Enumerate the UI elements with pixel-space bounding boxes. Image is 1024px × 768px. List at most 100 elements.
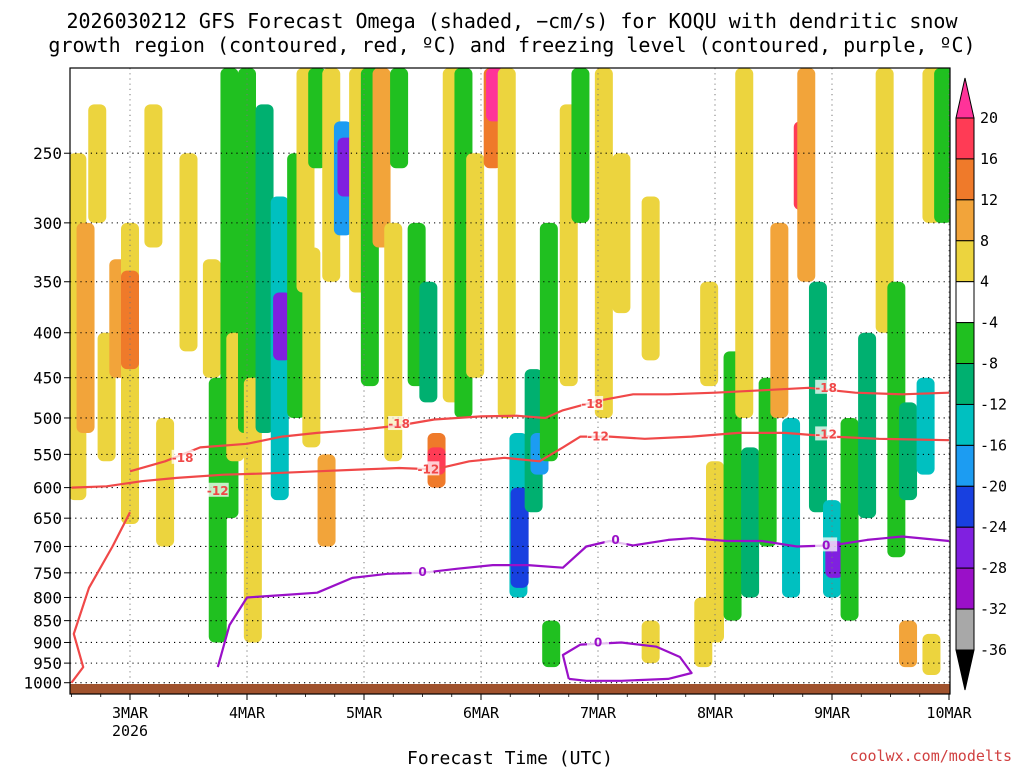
colorbar-swatch bbox=[955, 158, 975, 201]
contour-label: 0 bbox=[594, 635, 602, 649]
contour-label: 0 bbox=[418, 565, 426, 579]
omega-cell bbox=[612, 153, 631, 314]
omega-cell bbox=[88, 104, 107, 223]
colorbar-swatch bbox=[955, 117, 975, 160]
contour-label-bg bbox=[171, 449, 194, 464]
contour-label: 0 bbox=[611, 533, 619, 547]
omega-cell bbox=[273, 292, 292, 361]
colorbar-swatch bbox=[955, 567, 975, 610]
omega-cell bbox=[510, 487, 529, 588]
colorbar-top-arrow bbox=[955, 77, 975, 119]
y-tick-label: 600 bbox=[33, 479, 62, 498]
omega-cell bbox=[202, 259, 221, 378]
contour-label-bg bbox=[581, 395, 604, 410]
colorbar-swatch bbox=[955, 444, 975, 487]
omega-cell bbox=[723, 351, 742, 621]
omega-cell bbox=[76, 222, 95, 433]
contour-line bbox=[71, 431, 950, 489]
omega-cell bbox=[308, 68, 327, 169]
contour-label-bg bbox=[417, 461, 440, 476]
omega-cell bbox=[641, 196, 660, 361]
omega-cell bbox=[808, 281, 827, 513]
contour-label: -18 bbox=[388, 417, 410, 431]
terrain-bar bbox=[70, 684, 950, 694]
y-tick-label: 750 bbox=[33, 564, 62, 583]
omega-cell bbox=[694, 597, 713, 668]
colorbar-swatch bbox=[955, 608, 975, 651]
contour-label-bg bbox=[815, 379, 838, 394]
omega-cell bbox=[741, 447, 760, 598]
colorbar-label: 4 bbox=[980, 273, 989, 291]
temperature-contours: -18 -18 -18 -18 -12 -12 -12 -12 0 0 0 0 bbox=[70, 379, 950, 694]
colorbar-swatch bbox=[955, 526, 975, 569]
y-tick-label: 550 bbox=[33, 445, 62, 464]
omega-cell bbox=[735, 68, 754, 418]
colorbar-label: -16 bbox=[980, 436, 1007, 454]
contour-label-bg bbox=[411, 563, 434, 578]
omega-cell bbox=[594, 68, 613, 418]
contour-label: -18 bbox=[581, 397, 603, 411]
x-tick-sublabel: 2026 bbox=[112, 722, 148, 740]
contour-label: -12 bbox=[207, 484, 229, 498]
x-tick-label: 9MAR bbox=[814, 704, 851, 722]
colorbar-label: -24 bbox=[980, 518, 1007, 536]
y-tick-label: 800 bbox=[33, 588, 62, 607]
x-tick-label: 6MAR bbox=[463, 704, 500, 722]
colorbar-swatch bbox=[955, 240, 975, 283]
colorbar-swatch bbox=[955, 403, 975, 446]
colorbar-label: -36 bbox=[980, 641, 1007, 659]
contour-line bbox=[129, 386, 950, 473]
y-tick-label: 300 bbox=[33, 214, 62, 233]
chart-title-line-1: 2026030212 GFS Forecast Omega (shaded, −… bbox=[66, 9, 958, 33]
contour-label: -12 bbox=[815, 427, 837, 441]
contour-line bbox=[561, 641, 693, 682]
omega-cell bbox=[179, 153, 198, 352]
contour-label: -18 bbox=[815, 381, 837, 395]
colorbar-swatch bbox=[955, 485, 975, 528]
contour-label-bg bbox=[587, 634, 609, 649]
colorbar-label: -28 bbox=[980, 559, 1007, 577]
omega-cell bbox=[372, 68, 391, 248]
omega-cell bbox=[144, 104, 163, 248]
y-tick-label: 450 bbox=[33, 369, 62, 388]
omega-cell bbox=[539, 222, 558, 462]
y-tick-label: 500 bbox=[33, 409, 62, 428]
omega-cell bbox=[317, 454, 336, 547]
colorbar-swatch bbox=[955, 322, 975, 365]
contour-label-bg bbox=[815, 426, 838, 441]
omega-cell bbox=[797, 68, 816, 282]
y-tick-label: 950 bbox=[33, 654, 62, 673]
y-axis: 250 300 350 400 450 500 550 600 650 700 750 800 850 9… bbox=[23, 144, 70, 693]
credit-text: coolwx.com/modelts bbox=[849, 747, 1012, 765]
omega-cell bbox=[858, 332, 877, 519]
omega-cell bbox=[922, 633, 941, 675]
colorbar-swatch bbox=[955, 199, 975, 242]
x-tick-label: 4MAR bbox=[229, 704, 266, 722]
x-axis-title: Forecast Time (UTC) bbox=[407, 748, 613, 768]
colorbar-label: -8 bbox=[980, 355, 998, 373]
omega-cell bbox=[641, 620, 660, 664]
contour-label: -18 bbox=[172, 451, 194, 465]
colorbar-swatch bbox=[955, 363, 975, 405]
colorbar-label: -32 bbox=[980, 600, 1007, 618]
omega-cell bbox=[466, 153, 485, 378]
omega-cell bbox=[497, 68, 516, 418]
omega-cell bbox=[758, 377, 777, 547]
contour-label-bg bbox=[815, 537, 838, 552]
x-tick-label: 10MAR bbox=[926, 704, 972, 722]
y-tick-label: 1000 bbox=[23, 674, 62, 693]
omega-cell bbox=[156, 417, 175, 547]
x-tick-label: 8MAR bbox=[697, 704, 734, 722]
y-tick-label: 650 bbox=[33, 509, 62, 528]
y-tick-label: 850 bbox=[33, 612, 62, 631]
colorbar-label: 20 bbox=[980, 109, 998, 127]
contour-label: -12 bbox=[587, 430, 609, 444]
omega-cell bbox=[302, 247, 321, 448]
omega-cell bbox=[916, 377, 935, 475]
y-tick-label: 900 bbox=[33, 633, 62, 652]
colorbar-label: 12 bbox=[980, 191, 998, 209]
colorbar-label: 16 bbox=[980, 150, 998, 168]
colorbar-bottom-arrow bbox=[955, 649, 975, 691]
contour-label: -12 bbox=[418, 462, 440, 476]
